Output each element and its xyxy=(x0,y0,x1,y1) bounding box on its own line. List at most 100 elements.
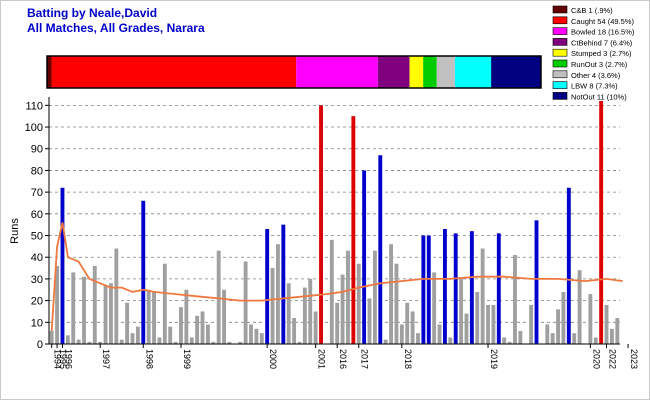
y-tick-label: 20 xyxy=(31,296,43,308)
legend-swatch-notout xyxy=(552,92,568,100)
legend-label-runout: RunOut 3 (2.7%) xyxy=(571,60,628,69)
innings-bar xyxy=(615,317,620,344)
innings-bar xyxy=(556,309,560,344)
legend-label-cb: C&B 1 (.9%) xyxy=(571,6,613,15)
innings-bar xyxy=(518,330,523,344)
x-tick-label: 2019 xyxy=(489,349,499,369)
x-tick-label: 1999 xyxy=(182,349,192,369)
x-tick-label: 1998 xyxy=(144,349,154,369)
innings-bar xyxy=(480,248,485,344)
x-tick-label: 1997 xyxy=(101,349,111,369)
y-tick-label: 90 xyxy=(31,144,43,156)
legend-swatch-stumped xyxy=(552,48,568,57)
innings-bar xyxy=(146,289,151,344)
innings-bar xyxy=(55,265,60,344)
innings-bar xyxy=(216,250,221,344)
x-tick-label: 2016 xyxy=(338,349,348,369)
innings-bar xyxy=(475,291,480,344)
innings-bar xyxy=(469,231,474,344)
innings-bar xyxy=(416,333,420,344)
innings-bar xyxy=(410,311,415,344)
summary-segment-stumped xyxy=(409,56,424,88)
innings-bar xyxy=(200,311,205,344)
innings-bar xyxy=(82,276,86,344)
innings-bar xyxy=(604,304,609,344)
chart-title: Batting by Neale,David xyxy=(27,6,158,20)
innings-bar xyxy=(486,304,490,344)
y-tick-label: 80 xyxy=(31,165,43,177)
legend-label-caught: Caught 54 (49.5%) xyxy=(571,17,634,26)
innings-bar xyxy=(448,337,453,344)
y-tick-label: 40 xyxy=(31,252,43,264)
innings-bar xyxy=(125,302,130,344)
x-tick-label: 2001 xyxy=(317,349,327,369)
y-tick-label: 100 xyxy=(25,122,43,134)
innings-bar xyxy=(179,307,183,344)
innings-bar xyxy=(383,339,388,344)
x-tick-label: 2023 xyxy=(629,349,639,369)
innings-bar xyxy=(437,324,442,344)
y-tick-label: 30 xyxy=(31,274,43,286)
innings-bar xyxy=(92,265,97,344)
summary-bar-border xyxy=(46,55,542,89)
innings-bar xyxy=(173,341,178,344)
innings-bar xyxy=(60,187,65,344)
innings-bar xyxy=(275,244,280,344)
innings-bar xyxy=(577,270,582,344)
innings-bar xyxy=(211,341,216,344)
innings-bar xyxy=(340,274,345,344)
innings-bar xyxy=(313,311,318,344)
innings-bar xyxy=(593,337,598,344)
innings-bar xyxy=(168,326,173,344)
innings-bar xyxy=(184,289,189,344)
x-tick-label: 2020 xyxy=(591,349,601,369)
innings-bar xyxy=(297,341,302,344)
innings-bar xyxy=(319,105,323,344)
innings-bar xyxy=(507,341,512,344)
innings-bar xyxy=(119,339,124,344)
legend-label-lbw: LBW 8 (7.3%) xyxy=(571,82,618,91)
innings-bar xyxy=(103,285,108,344)
innings-bar xyxy=(442,229,447,344)
innings-bar xyxy=(335,302,340,344)
legend-label-stumped: Stumped 3 (2.7%) xyxy=(571,49,632,58)
innings-bar xyxy=(394,263,399,344)
innings-bar xyxy=(502,337,507,344)
innings-bar xyxy=(421,235,426,344)
summary-segment-other xyxy=(436,56,455,88)
innings-bars xyxy=(49,101,620,344)
innings-bar xyxy=(399,324,404,344)
innings-bar xyxy=(130,333,135,344)
innings-bar xyxy=(281,224,286,344)
innings-bar xyxy=(254,328,259,344)
innings-bar xyxy=(545,324,550,344)
innings-bar xyxy=(71,272,76,344)
innings-bar xyxy=(286,283,291,344)
innings-bar xyxy=(405,302,410,344)
innings-bar xyxy=(426,235,431,344)
innings-bar xyxy=(49,330,54,344)
legend-swatch-bowled xyxy=(552,27,568,35)
innings-bar xyxy=(372,250,377,344)
innings-bar xyxy=(529,304,534,344)
innings-bar xyxy=(346,250,350,344)
innings-bar xyxy=(270,268,275,344)
legend-label-other: Other 4 (3.6%) xyxy=(571,71,621,80)
gridlines xyxy=(49,104,620,323)
innings-bar xyxy=(87,341,92,344)
innings-bar xyxy=(222,289,227,344)
innings-bar xyxy=(114,248,119,344)
innings-bar xyxy=(308,278,313,344)
running-average-line xyxy=(50,222,623,332)
y-tick-label: 110 xyxy=(25,100,43,112)
summary-segment-caught xyxy=(51,56,297,88)
innings-bar xyxy=(189,337,194,344)
innings-bar xyxy=(561,291,566,344)
summary-segment-notout xyxy=(491,56,541,88)
innings-bar xyxy=(65,335,70,344)
innings-bar xyxy=(329,239,334,344)
x-tick-label: 2018 xyxy=(403,349,413,369)
innings-bar xyxy=(389,244,394,344)
